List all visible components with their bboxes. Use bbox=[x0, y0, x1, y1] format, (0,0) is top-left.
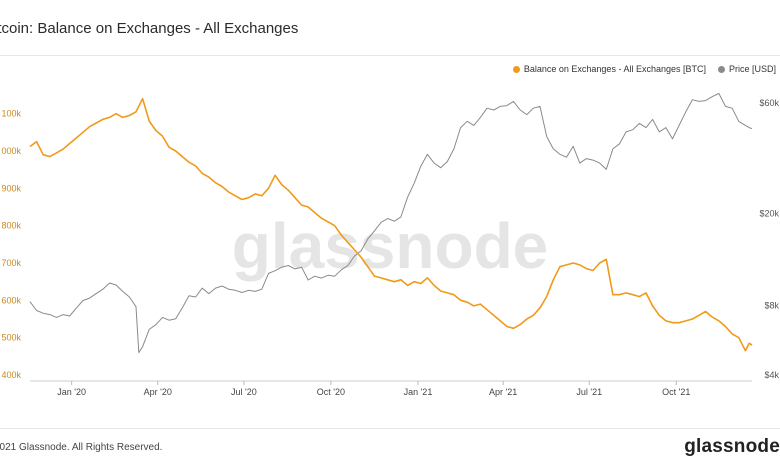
balance-series-line bbox=[29, 97, 753, 352]
balance-legend-dot bbox=[512, 65, 520, 73]
copyright-text: 2021 Glassnode. All Rights Reserved. bbox=[0, 442, 163, 453]
legend-item-price[interactable]: Price [USD] bbox=[717, 64, 776, 74]
y-right-tick-label: $4k bbox=[764, 370, 779, 380]
watermark: glassnode bbox=[232, 210, 549, 282]
y-left-tick-label: 3 100k bbox=[0, 109, 22, 119]
x-tick-label: Jul '21 bbox=[576, 387, 602, 397]
footer-divider bbox=[0, 428, 780, 429]
y-left-tick-label: 2 900k bbox=[0, 183, 22, 193]
x-tick-label: Jan '21 bbox=[404, 387, 433, 397]
x-tick-label: Oct '21 bbox=[662, 387, 690, 397]
price-legend-dot bbox=[717, 65, 725, 73]
y-right-tick-label: $8k bbox=[764, 300, 779, 310]
legend-item-balance[interactable]: Balance on Exchanges - All Exchanges [BT… bbox=[512, 64, 706, 74]
y-left-tick-label: 2 500k bbox=[0, 333, 22, 343]
x-tick-label: Apr '20 bbox=[144, 387, 172, 397]
y-right-tick-label: $20k bbox=[759, 208, 779, 218]
price-series-line bbox=[29, 93, 753, 354]
legend-label-price: Price [USD] bbox=[728, 64, 776, 74]
y-left-tick-label: 2 800k bbox=[0, 221, 22, 231]
chart-legend: Balance on Exchanges - All Exchanges [BT… bbox=[512, 64, 776, 74]
x-tick-label: Jul '20 bbox=[231, 387, 257, 397]
y-right-tick-label: $60k bbox=[759, 98, 779, 108]
y-left-tick-label: 3 000k bbox=[0, 146, 22, 156]
x-tick-label: Jan '20 bbox=[57, 387, 86, 397]
x-tick-label: Apr '21 bbox=[489, 387, 517, 397]
y-left-tick-label: 2 400k bbox=[0, 370, 22, 380]
y-left-tick-label: 2 600k bbox=[0, 295, 22, 305]
axes-layer: Jan '20 Apr '20 Jul '20 Oct '20 Jan '21 Apr '… bbox=[0, 98, 779, 397]
x-tick-label: Oct '20 bbox=[317, 387, 345, 397]
page-title: itcoin: Balance on Exchanges - All Excha… bbox=[0, 20, 299, 37]
legend-label-balance: Balance on Exchanges - All Exchanges [BT… bbox=[523, 64, 706, 74]
header-divider bbox=[0, 55, 780, 56]
y-left-tick-label: 2 700k bbox=[0, 258, 22, 268]
glassnode-logo: glassnode bbox=[684, 436, 780, 457]
